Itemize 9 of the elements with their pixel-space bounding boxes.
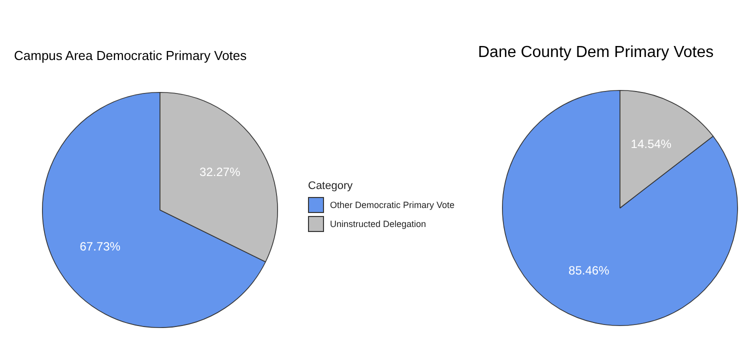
data-label: 67.73% bbox=[80, 240, 121, 254]
data-label: 32.27% bbox=[200, 165, 241, 180]
chart-title: Dane County Dem Primary Votes bbox=[478, 44, 714, 62]
data-label: 85.46% bbox=[568, 264, 610, 278]
legend-label: Other Democratic Primary Vote bbox=[330, 200, 455, 210]
legend-title: Category bbox=[308, 180, 354, 192]
legend-label: Uninstructed Delegation bbox=[330, 219, 426, 229]
chart-title: Campus Area Democratic Primary Votes bbox=[14, 48, 247, 63]
data-label: 14.54% bbox=[630, 136, 672, 151]
